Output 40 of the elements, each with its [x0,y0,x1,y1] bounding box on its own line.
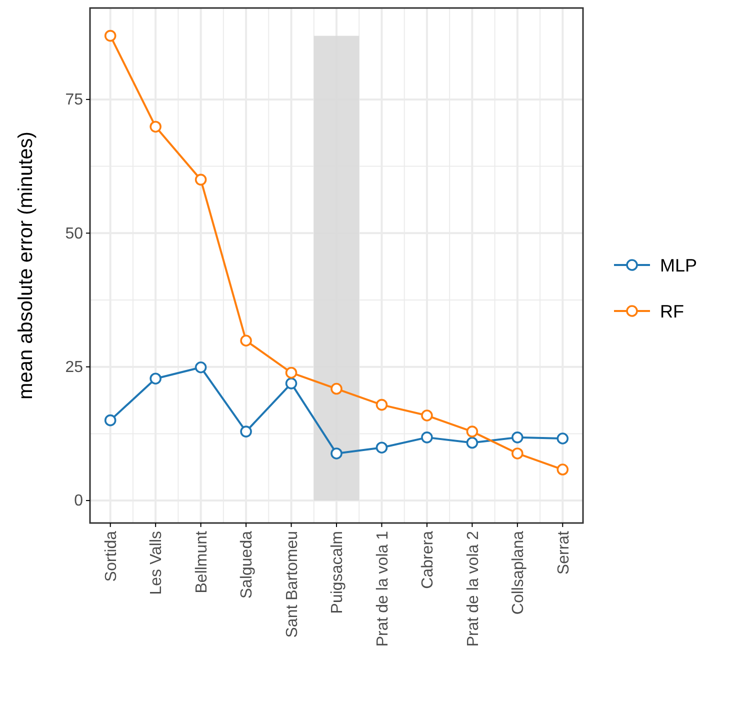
point [421,432,433,444]
point [512,448,524,460]
x-tick-label: Puigsacalm [329,531,346,614]
x-tick-label: Sortida [102,530,120,582]
point [466,436,478,449]
legend-label: MLP [660,255,698,276]
x-tick-label: Les Valls [148,531,166,595]
point [556,432,569,444]
x-tick-label: Serrat [555,530,572,575]
x-tick-label: Sant Bartomeu [284,531,301,638]
x-tick-label: Bellmunt [193,530,210,594]
point [104,414,116,426]
y-axis-title: mean absolute error (minutes) [15,132,37,400]
x-tick-label: Cabrera [420,530,437,589]
x-tick-label: Prat de la vola 1 [374,530,392,647]
point [556,464,569,476]
x-tick-label: Salgueda [238,530,256,599]
y-tick-label: 75 [65,92,84,109]
point [285,366,298,379]
point [194,174,207,186]
point [104,30,116,42]
x-tick-label: Prat de la vola 2 [464,530,482,647]
y-tick-label: 0 [74,492,84,510]
point [376,442,388,454]
y-tick-label: 25 [65,358,84,376]
point [512,432,524,444]
point [240,426,252,438]
point [330,448,342,460]
point [466,426,478,438]
point [376,398,388,411]
point [150,120,162,133]
point [150,372,162,385]
legend-label: RF [660,301,684,322]
point [421,410,433,422]
point [240,334,252,347]
point [330,382,342,395]
point [285,378,298,390]
y-tick-label: 50 [65,225,84,242]
x-tick-label: Collsaplana [510,530,528,615]
point [194,361,207,374]
